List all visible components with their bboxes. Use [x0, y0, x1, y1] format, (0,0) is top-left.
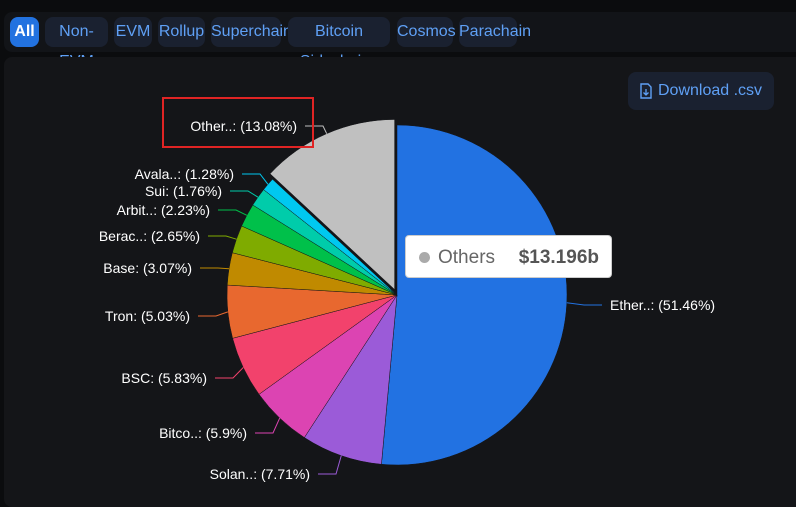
leader-line — [230, 190, 259, 198]
tooltip: Others $13.196b — [405, 235, 612, 278]
leader-line — [255, 417, 281, 434]
slice-label: Bitco..: (5.9%) — [159, 425, 247, 441]
pie-slice[interactable] — [381, 124, 568, 466]
tab-cosmos[interactable]: Cosmos — [397, 17, 456, 47]
tab-parachain[interactable]: Parachain — [459, 17, 531, 47]
tooltip-color-dot — [419, 252, 430, 263]
slice-label: Ether..: (51.46%) — [610, 297, 715, 313]
slice-label: Sui: (1.76%) — [145, 183, 222, 199]
tab-superchain[interactable]: Superchain — [211, 17, 292, 47]
slice-label: Tron: (5.03%) — [105, 308, 190, 324]
tooltip-name: Others — [438, 247, 496, 268]
tab-evm[interactable]: EVM — [114, 17, 152, 47]
slice-label: Other..: (13.08%) — [190, 118, 297, 134]
leader-line — [318, 455, 342, 475]
pie-slice[interactable] — [269, 119, 395, 291]
slice-label: Avala..: (1.28%) — [135, 166, 234, 182]
slice-label: BSC: (5.83%) — [121, 370, 207, 386]
leader-line — [200, 267, 230, 270]
leader-line — [305, 125, 328, 134]
file-download-icon — [640, 83, 652, 99]
highlight-box — [162, 97, 314, 148]
leader-line — [566, 302, 602, 306]
leader-line — [198, 311, 229, 317]
leader-line — [208, 235, 237, 240]
pie-chart: Ether..: (51.46%) Solan..: (7.71%) Bitco..… — [99, 118, 715, 482]
leader-line — [215, 367, 244, 379]
slice-label: Berac..: (2.65%) — [99, 228, 200, 244]
slice-label: Base: (3.07%) — [103, 260, 192, 276]
download-csv-button[interactable]: Download .csv — [628, 72, 774, 110]
tab-all[interactable]: All — [10, 17, 39, 47]
slice-label: Solan..: (7.71%) — [210, 466, 310, 482]
leader-line — [242, 173, 269, 185]
tab-rollup[interactable]: Rollup — [158, 17, 205, 47]
leader-line — [218, 209, 248, 216]
download-label: Download .csv — [658, 82, 763, 99]
slice-label: Arbit..: (2.23%) — [117, 202, 210, 218]
tooltip-value: $13.196b — [518, 247, 599, 268]
